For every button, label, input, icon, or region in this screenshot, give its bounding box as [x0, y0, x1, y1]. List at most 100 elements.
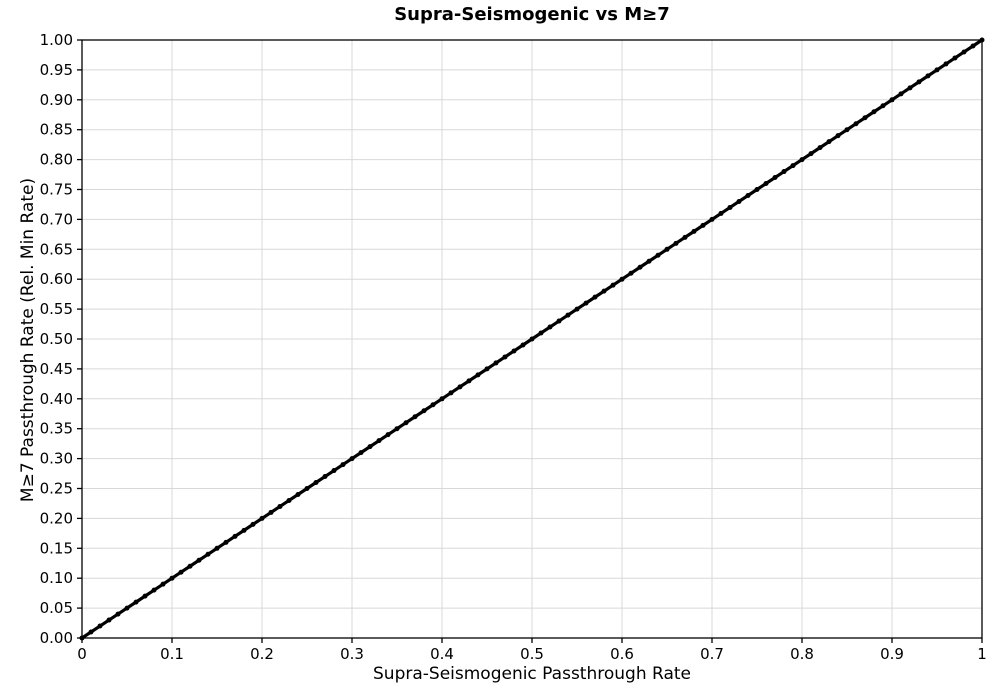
- data-point: [412, 414, 418, 420]
- data-point: [421, 408, 427, 414]
- data-point: [520, 342, 526, 348]
- y-tick-label: 0.05: [40, 599, 73, 617]
- data-point: [358, 450, 364, 456]
- x-tick-label: 0.4: [430, 645, 454, 663]
- y-tick-label: 0.80: [40, 151, 73, 169]
- x-tick-label: 0: [77, 645, 87, 663]
- data-point: [142, 593, 148, 599]
- data-point: [241, 527, 247, 533]
- data-point: [475, 372, 481, 378]
- data-point: [259, 515, 265, 521]
- data-point: [439, 396, 445, 402]
- data-point: [592, 294, 598, 300]
- data-point: [385, 432, 391, 438]
- data-point: [538, 330, 544, 336]
- data-point: [961, 49, 967, 55]
- data-point: [826, 139, 832, 145]
- data-point: [556, 318, 562, 324]
- y-tick-label: 0.50: [40, 330, 73, 348]
- x-tick-label: 0.8: [790, 645, 814, 663]
- y-tick-label: 0.40: [40, 390, 73, 408]
- data-point: [286, 497, 292, 503]
- data-point: [952, 55, 958, 61]
- y-tick-label: 0.85: [40, 121, 73, 139]
- data-point: [115, 611, 121, 617]
- data-point: [610, 282, 616, 288]
- data-point: [169, 575, 175, 581]
- data-point: [511, 348, 517, 354]
- data-point: [862, 115, 868, 121]
- x-tick-label: 0.9: [880, 645, 904, 663]
- data-point: [718, 210, 724, 216]
- y-axis-label: M≥7 Passthrough Rate (Rel. Min Rate): [18, 177, 38, 503]
- data-point: [637, 264, 643, 270]
- data-point: [583, 300, 589, 306]
- data-point: [763, 181, 769, 187]
- data-point: [790, 163, 796, 169]
- data-point: [223, 539, 229, 545]
- data-point: [682, 234, 688, 240]
- y-tick-label: 1.00: [40, 31, 73, 49]
- data-point: [772, 175, 778, 181]
- data-point: [133, 599, 139, 605]
- data-point: [664, 246, 670, 252]
- data-point: [700, 222, 706, 228]
- x-axis-label: Supra-Seismogenic Passthrough Rate: [373, 664, 691, 684]
- data-point: [934, 67, 940, 73]
- y-tick-label: 0.30: [40, 450, 73, 468]
- data-point: [871, 109, 877, 115]
- data-point: [268, 509, 274, 515]
- data-point: [691, 228, 697, 234]
- data-point: [817, 145, 823, 151]
- data-point: [376, 438, 382, 444]
- x-tick-label: 0.2: [250, 645, 274, 663]
- data-point: [403, 420, 409, 426]
- x-tick-label: 0.7: [700, 645, 724, 663]
- data-point: [907, 85, 913, 91]
- data-point: [232, 533, 238, 539]
- y-tick-label: 0.75: [40, 181, 73, 199]
- data-point: [340, 462, 346, 468]
- y-tick-label: 0.95: [40, 61, 73, 79]
- data-point: [889, 97, 895, 103]
- data-point: [367, 444, 373, 450]
- data-point: [313, 480, 319, 486]
- data-point: [106, 617, 112, 623]
- data-point: [835, 133, 841, 139]
- data-point: [430, 402, 436, 408]
- data-point: [250, 521, 256, 527]
- data-point: [187, 563, 193, 569]
- data-point: [574, 306, 580, 312]
- x-tick-label: 0.6: [610, 645, 634, 663]
- data-point: [880, 103, 886, 109]
- y-tick-label: 0.60: [40, 270, 73, 288]
- x-tick-label: 1: [977, 645, 987, 663]
- y-tick-label: 0.25: [40, 480, 73, 498]
- data-point: [646, 258, 652, 264]
- data-point: [547, 324, 553, 330]
- data-point: [349, 456, 355, 462]
- data-point: [601, 288, 607, 294]
- data-point: [898, 91, 904, 97]
- data-point: [160, 581, 166, 587]
- data-point: [295, 491, 301, 497]
- data-point: [448, 390, 454, 396]
- data-point: [394, 426, 400, 432]
- data-point: [205, 551, 211, 557]
- data-point: [97, 623, 103, 629]
- data-point: [925, 73, 931, 79]
- y-tick-label: 0.55: [40, 300, 73, 318]
- y-tick-label: 0.35: [40, 420, 73, 438]
- data-point: [493, 360, 499, 366]
- data-point: [745, 192, 751, 198]
- data-point: [214, 545, 220, 551]
- data-point: [727, 204, 733, 210]
- data-point: [943, 61, 949, 67]
- data-point: [970, 43, 976, 49]
- data-point: [466, 378, 472, 384]
- data-point: [628, 270, 634, 276]
- data-point: [322, 474, 328, 480]
- y-tick-label: 0.90: [40, 91, 73, 109]
- data-point: [196, 557, 202, 563]
